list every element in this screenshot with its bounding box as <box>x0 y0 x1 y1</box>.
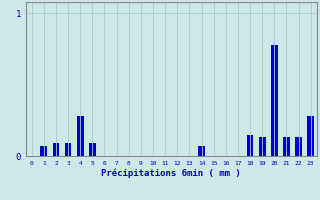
Bar <box>89 143 96 156</box>
Bar <box>295 137 302 156</box>
Bar <box>308 116 314 156</box>
X-axis label: Précipitations 6min ( mm ): Précipitations 6min ( mm ) <box>101 169 241 178</box>
Bar <box>65 143 71 156</box>
Bar <box>259 137 266 156</box>
Bar <box>283 137 290 156</box>
Bar <box>198 146 205 156</box>
Bar <box>52 143 59 156</box>
Bar <box>247 135 253 156</box>
Bar <box>77 116 84 156</box>
Bar <box>40 146 47 156</box>
Bar <box>271 45 278 156</box>
